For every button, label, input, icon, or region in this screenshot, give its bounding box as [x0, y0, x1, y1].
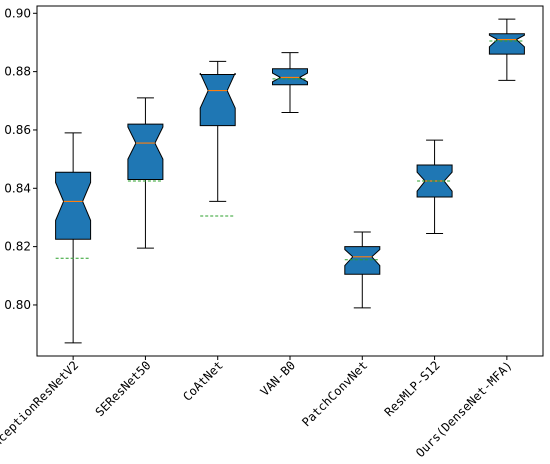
x-tick-label: CoAtNet [180, 358, 226, 404]
box-body [55, 171, 92, 240]
x-tick-label: InceptionResNetV2 [0, 358, 81, 455]
box-body [488, 33, 525, 55]
y-tick-label: 0.80 [4, 298, 31, 312]
box-body [199, 72, 236, 127]
x-tick-label: PatchConvNet [299, 358, 370, 429]
box-body [272, 68, 308, 86]
y-tick-label: 0.82 [4, 240, 31, 254]
y-tick-label: 0.90 [4, 6, 31, 20]
box-body [127, 123, 164, 180]
x-tick-label: ResMLP-S12 [382, 358, 443, 419]
x-tick-label: SEResNet50 [93, 358, 154, 419]
box-body [344, 246, 381, 275]
y-tick-label: 0.86 [4, 123, 31, 137]
y-tick-label: 0.88 [4, 65, 31, 79]
x-tick-label: VAN-B0 [258, 358, 299, 399]
y-tick-label: 0.84 [4, 181, 31, 195]
